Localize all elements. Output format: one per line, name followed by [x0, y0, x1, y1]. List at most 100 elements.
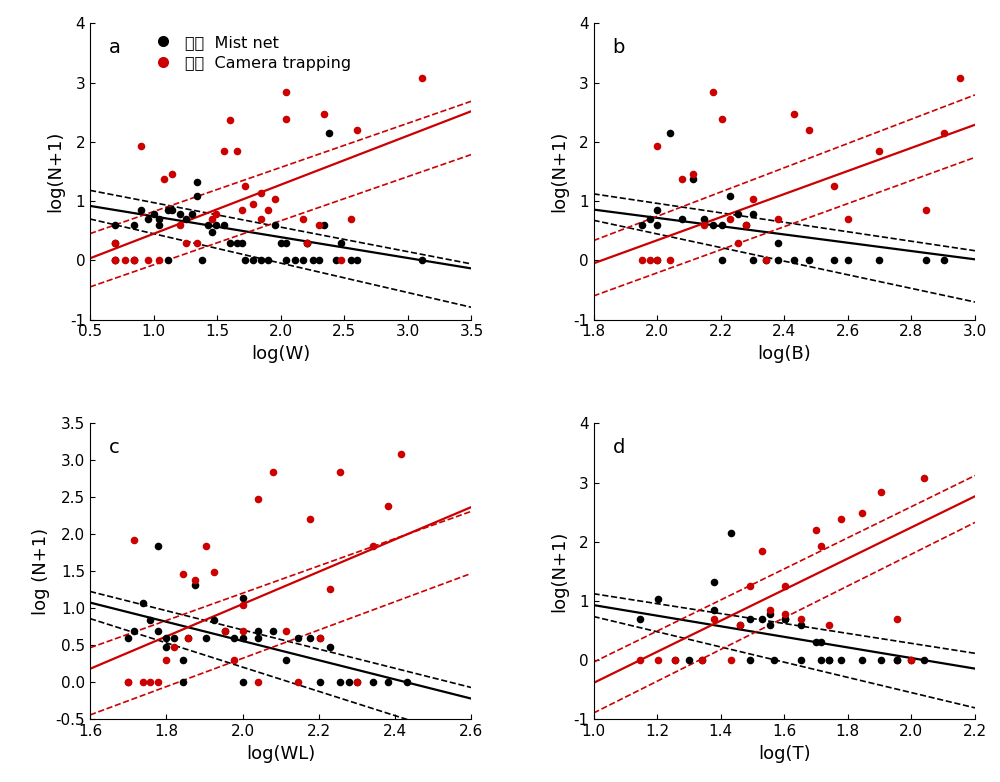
Point	[107, 254, 123, 267]
Y-axis label: log(N+1): log(N+1)	[550, 131, 568, 212]
Point	[650, 592, 666, 604]
Point	[235, 624, 251, 637]
Point	[365, 540, 381, 552]
Point	[742, 654, 758, 666]
Point	[312, 632, 328, 644]
Point	[178, 236, 194, 249]
Point	[705, 218, 721, 231]
Point	[777, 608, 793, 620]
Point	[349, 124, 365, 136]
Point	[952, 72, 968, 84]
Point	[770, 236, 786, 249]
X-axis label: log(T): log(T)	[758, 745, 811, 763]
Point	[833, 513, 849, 526]
Point	[217, 624, 233, 637]
Point	[821, 654, 837, 666]
Point	[936, 127, 952, 139]
Point	[742, 579, 758, 592]
Point	[198, 540, 214, 552]
Point	[126, 533, 142, 546]
Point	[164, 167, 180, 180]
Point	[918, 204, 934, 217]
Point	[245, 254, 261, 267]
Point	[349, 676, 365, 689]
Point	[754, 545, 770, 558]
Point	[311, 218, 327, 231]
Point	[801, 254, 817, 267]
Point	[178, 213, 194, 225]
Point	[208, 208, 224, 221]
Point	[107, 236, 123, 249]
Point	[706, 612, 722, 625]
Point	[871, 145, 887, 157]
Point	[649, 204, 665, 217]
Point	[189, 190, 205, 203]
Point	[312, 632, 328, 644]
Point	[634, 218, 650, 231]
Point	[180, 632, 196, 644]
Point	[166, 640, 182, 653]
Point	[206, 614, 222, 626]
Point	[229, 236, 245, 249]
Point	[216, 145, 232, 157]
Point	[295, 254, 311, 267]
Point	[349, 254, 365, 267]
Point	[745, 192, 761, 205]
Point	[206, 565, 222, 578]
Point	[341, 676, 357, 689]
Point	[126, 254, 142, 267]
Text: a: a	[109, 38, 121, 57]
Point	[260, 254, 276, 267]
Point	[200, 218, 216, 231]
Point	[685, 172, 701, 185]
Point	[649, 254, 665, 267]
Point	[685, 167, 701, 180]
Point	[172, 218, 188, 231]
Point	[770, 213, 786, 225]
Point	[267, 192, 283, 205]
Point	[150, 540, 166, 552]
Point	[826, 180, 842, 192]
Point	[714, 254, 730, 267]
Point	[732, 619, 748, 631]
Point	[667, 654, 683, 666]
Point	[854, 508, 870, 520]
Point	[333, 236, 349, 249]
Point	[290, 676, 306, 689]
Point	[393, 448, 409, 461]
Point	[840, 254, 856, 267]
Y-axis label: log(N+1): log(N+1)	[46, 131, 64, 212]
Point	[808, 636, 824, 648]
Point	[253, 254, 269, 267]
Point	[777, 612, 793, 625]
Point	[299, 236, 315, 249]
Point	[316, 107, 332, 120]
Point	[187, 578, 203, 590]
Point	[918, 254, 934, 267]
Point	[649, 140, 665, 152]
Point	[328, 254, 344, 267]
Y-axis label: log (N+1): log (N+1)	[32, 528, 50, 615]
Point	[151, 218, 167, 231]
Point	[267, 218, 283, 231]
Point	[762, 608, 778, 620]
Point	[813, 654, 829, 666]
Point	[332, 465, 348, 478]
Point	[222, 236, 238, 249]
Point	[916, 654, 932, 666]
Point	[766, 654, 782, 666]
Point	[871, 254, 887, 267]
Point	[135, 596, 151, 608]
Point	[295, 213, 311, 225]
Point	[873, 654, 889, 666]
Point	[150, 624, 166, 637]
Point	[833, 654, 849, 666]
Point	[694, 654, 710, 666]
Point	[738, 218, 754, 231]
Point	[278, 85, 294, 98]
Point	[140, 213, 156, 225]
Point	[120, 676, 136, 689]
Point	[235, 632, 251, 644]
Text: c: c	[109, 438, 120, 457]
Point	[889, 654, 905, 666]
